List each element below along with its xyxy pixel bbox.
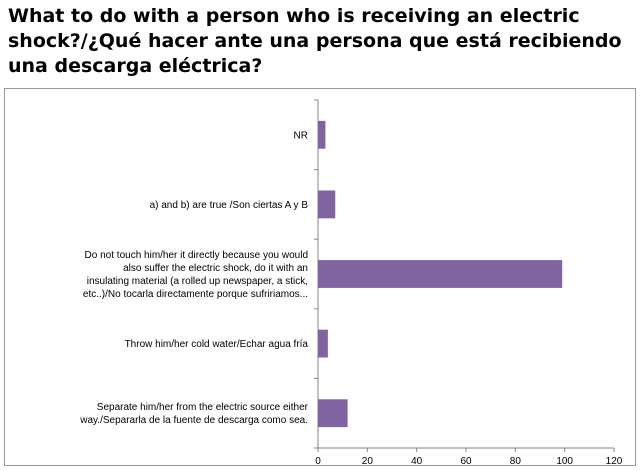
bar	[318, 399, 348, 428]
bar	[318, 190, 336, 219]
x-tick-label: 80	[510, 456, 522, 467]
x-tick-label: 100	[556, 456, 573, 467]
bar	[318, 329, 328, 358]
category-label: a) and b) are true /Son ciertas A y B	[150, 200, 309, 211]
chart-title: What to do with a person who is receivin…	[8, 5, 622, 77]
category-label: Throw him/her cold water/Echar agua fría	[125, 339, 309, 350]
category-label: insulating material (a rolled up newspap…	[87, 276, 308, 287]
category-label: Do not touch him/her it directly because…	[85, 250, 308, 261]
category-label: Separate him/her from the electric sourc…	[97, 402, 309, 413]
x-tick-label: 40	[411, 456, 423, 467]
category-label: way./Separarla de la fuente de descarga …	[79, 415, 308, 426]
category-label: etc..)/No tocarla directamente porque su…	[83, 289, 308, 300]
x-tick-label: 120	[606, 456, 623, 467]
x-tick-label: 0	[315, 456, 321, 467]
category-label: also suffer the electric shock, do it wi…	[123, 263, 308, 274]
bar	[318, 260, 563, 288]
bar	[318, 120, 326, 149]
x-tick-label: 60	[460, 456, 472, 467]
category-label: NR	[294, 130, 308, 141]
x-tick-label: 20	[362, 456, 374, 467]
